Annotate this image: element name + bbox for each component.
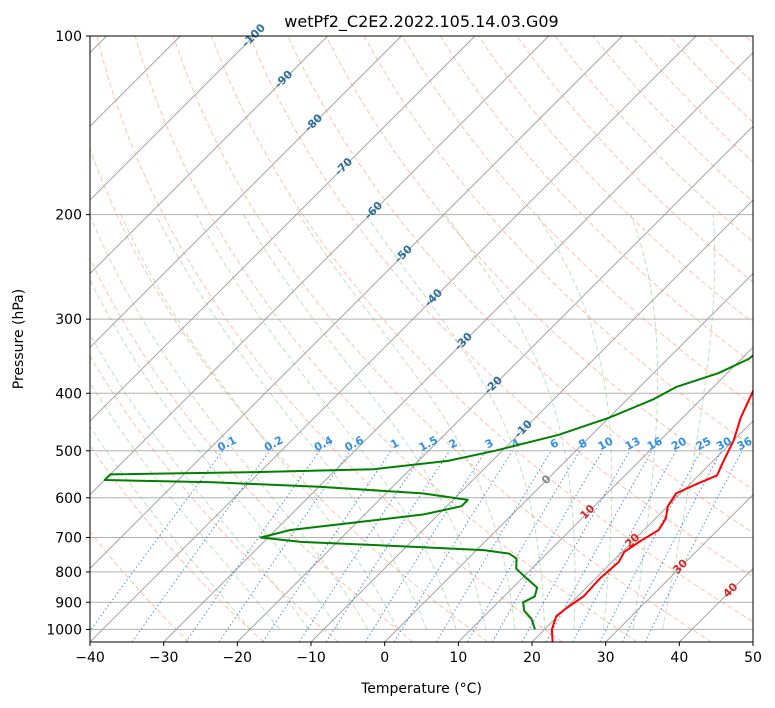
y-tick-label: 1000 (46, 622, 82, 638)
moist-adiabat-line (195, 214, 457, 630)
dry-adiabat-line (96, 36, 563, 642)
mixing-ratio-label: 25 (694, 435, 714, 454)
isotherm-line (90, 36, 697, 642)
isotherm-line (458, 346, 753, 642)
mixing-ratio-line (644, 450, 743, 642)
dry-adiabat-line (439, 36, 753, 365)
y-tick-label: 800 (55, 565, 82, 581)
chart-title: wetPf2_C2E2.2022.105.14.03.G09 (284, 12, 558, 32)
mixing-ratio-line (262, 450, 392, 642)
mixing-ratio-label: 20 (669, 434, 689, 453)
mixing-ratio-line (185, 450, 321, 642)
x-tick-label: −20 (223, 650, 253, 666)
x-tick-label: 50 (744, 650, 762, 666)
dry-adiabat-line (401, 36, 753, 406)
mixing-ratio-label: 36 (735, 434, 755, 453)
mixing-ratio-line (90, 450, 224, 632)
moist-adiabat-line (365, 214, 546, 630)
x-tick-label: 10 (449, 650, 467, 666)
sounding-traces (103, 354, 753, 642)
x-tick-label: 20 (523, 650, 541, 666)
mixing-ratio-line (521, 450, 631, 642)
dewpoint-trace (103, 354, 753, 630)
isotherm-line (237, 125, 753, 642)
mixing-ratio-line (364, 450, 487, 642)
x-tick-label: −10 (296, 650, 326, 666)
dry-adiabat-line (516, 36, 753, 283)
dry-adiabat-line (90, 147, 488, 642)
x-tick-label: 30 (597, 650, 615, 666)
x-tick-label: −30 (149, 650, 179, 666)
moist-adiabat-line (444, 214, 576, 630)
dry-adiabat-line (325, 36, 753, 491)
y-tick-label: 200 (55, 208, 82, 224)
isotherm-line (90, 36, 476, 422)
isotherm-line (531, 420, 753, 642)
moist-adiabat-line (120, 214, 398, 630)
dry-adiabat-line (211, 36, 753, 623)
x-axis-label: Temperature (°C) (360, 681, 482, 697)
moist-adiabat-line (90, 214, 369, 630)
dry-adiabat-line (90, 257, 414, 642)
dry-adiabat-line (90, 354, 339, 642)
y-tick-label: 900 (55, 595, 82, 611)
moist-adiabat-line (536, 214, 613, 630)
moist-adiabat-line (243, 214, 487, 630)
mixing-ratio-line (218, 450, 351, 642)
isotherm-line (163, 52, 753, 642)
y-tick-label: 400 (55, 386, 82, 402)
dry-adiabat-line (172, 36, 712, 642)
dry-adiabat-line (249, 36, 753, 578)
dry-adiabat-line (90, 530, 190, 642)
mixing-ratio-label: 16 (645, 434, 665, 453)
y-tick-label: 300 (55, 312, 82, 328)
mixing-ratio-line (131, 450, 271, 642)
moist-adiabat-line (90, 278, 339, 630)
isotherm-line (90, 36, 328, 275)
isotherm-line (90, 36, 402, 348)
moist-adiabat-line (298, 214, 516, 630)
temperature-trace (550, 388, 753, 642)
mixing-ratio-line (545, 450, 653, 642)
y-tick-label: 700 (55, 531, 82, 547)
moist-adiabat-line (155, 214, 428, 630)
moist-adiabat-line (90, 333, 310, 630)
y-tick-label: 100 (55, 29, 82, 45)
moist-adiabat-line (90, 425, 251, 630)
isotherm-line (90, 36, 623, 569)
moist-adiabat-line (90, 381, 280, 630)
y-tick-label: 600 (55, 491, 82, 507)
dry-adiabat-line (90, 444, 264, 642)
isotherm-line (605, 494, 753, 642)
y-axis-label: Pressure (hPa) (11, 289, 27, 389)
x-axis-ticks: −40 −30 −20 −10 0 10 20 30 40 50 (75, 642, 762, 666)
mixing-ratio-line (435, 450, 552, 642)
plot-frame (89, 35, 754, 643)
dry-adiabat-line (134, 36, 638, 642)
mixing-ratio-line (599, 450, 702, 642)
mixing-ratio-label: 13 (623, 435, 643, 454)
isotherm-line (90, 36, 549, 496)
moist-adiabat-line (630, 214, 659, 630)
mixing-ratio-line (298, 450, 426, 642)
skewt-background-lines (90, 36, 753, 642)
y-axis-ticks: 100 200 300 400 500 600 700 800 900 1000 (46, 29, 90, 638)
isotherm-line (90, 36, 255, 201)
mixing-ratio-line (572, 450, 677, 642)
x-tick-label: −40 (75, 650, 105, 666)
isotherm-line (384, 273, 753, 642)
mixing-ratio-line (325, 450, 451, 642)
mixing-ratio-label: 10 (596, 434, 616, 453)
y-tick-label: 500 (55, 444, 82, 460)
x-tick-label: 0 (380, 650, 389, 666)
x-tick-label: 40 (670, 650, 688, 666)
